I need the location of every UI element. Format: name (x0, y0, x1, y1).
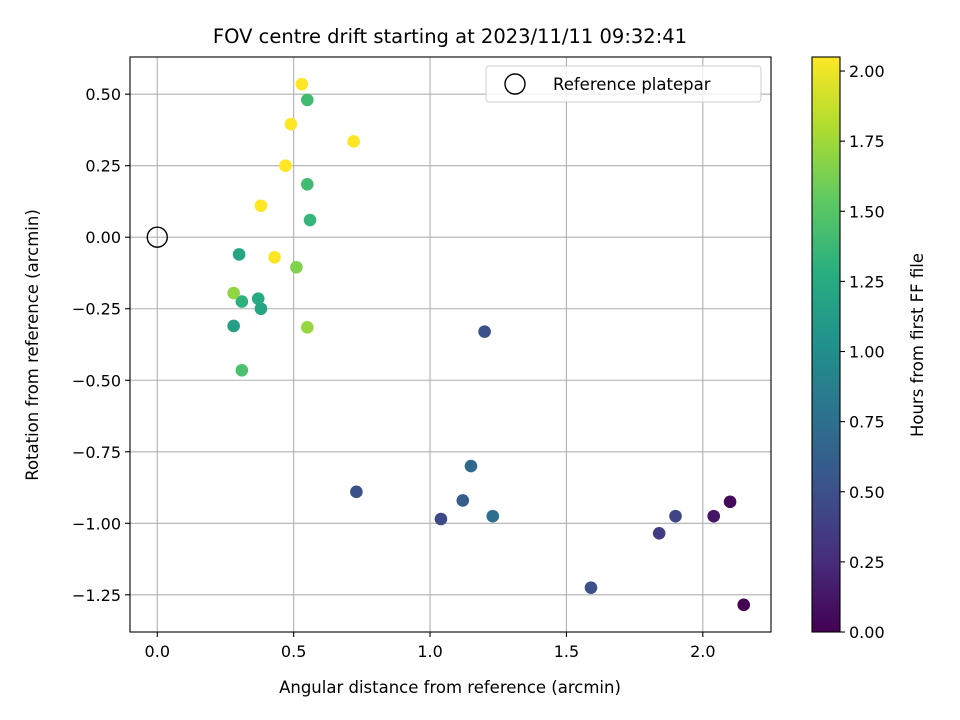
x-tick-label: 1.0 (417, 642, 442, 661)
data-point (300, 93, 314, 107)
data-point (251, 292, 265, 306)
data-point (464, 459, 478, 473)
colorbar-tick-label: 2.00 (849, 62, 885, 81)
legend-label-reference: Reference platepar (553, 75, 711, 94)
data-point (584, 581, 598, 594)
y-tick-label: −0.25 (72, 300, 121, 319)
y-tick-label: 0.25 (85, 157, 121, 176)
data-point (284, 117, 298, 131)
colorbar-tick-label: 1.50 (849, 202, 885, 221)
colorbar-label: Hours from first FF file (908, 253, 927, 437)
chart-title: FOV centre drift starting at 2023/11/11 … (213, 25, 687, 48)
data-point (254, 199, 268, 213)
colorbar-tick-label: 0.50 (849, 483, 885, 502)
data-point (295, 77, 309, 91)
data-point (268, 250, 281, 264)
data-point (290, 260, 303, 274)
y-tick-label: −0.75 (72, 443, 121, 462)
colorbar-tick-label: 1.25 (849, 272, 885, 291)
data-point (669, 509, 682, 523)
data-point (707, 509, 721, 523)
legend: Reference platepar (485, 65, 762, 103)
colorbar-tick-label: 1.75 (849, 132, 885, 151)
data-point (737, 598, 751, 612)
data-point (478, 325, 491, 338)
reference-platepar-marker (146, 226, 168, 248)
legend-box (485, 65, 762, 103)
y-tick-label: 0.00 (85, 228, 121, 247)
data-point (227, 286, 240, 300)
x-axis-label: Angular distance from reference (arcmin) (279, 678, 621, 697)
y-tick-label: −0.50 (72, 371, 121, 390)
data-point (300, 178, 314, 191)
data-point (456, 494, 470, 507)
colorbar-tick-label: 1.00 (849, 343, 885, 362)
colorbar-ticks: 0.00 0.25 0.50 0.75 1.00 1.25 1.50 1.75 2.00 (840, 62, 885, 642)
data-point (652, 527, 666, 540)
x-tick-label: 2.0 (690, 642, 715, 661)
reference-marker-group (146, 226, 168, 248)
x-tick-label: 0.5 (281, 642, 306, 661)
scatter-points (227, 77, 751, 612)
x-axis-ticks: 0.0 0.5 1.0 1.5 2.0 (145, 632, 716, 661)
colorbar: 0.00 0.25 0.50 0.75 1.00 1.25 1.50 1.75 2.00 Hou… (811, 56, 927, 642)
x-tick-label: 0.0 (145, 642, 170, 661)
data-point (235, 363, 249, 377)
plot-frame (129, 56, 772, 633)
y-tick-label: −1.25 (72, 586, 121, 605)
data-point (347, 135, 360, 148)
data-point (254, 302, 268, 316)
y-tick-label: −1.00 (72, 514, 121, 533)
data-point (235, 295, 249, 308)
data-point (227, 319, 240, 333)
y-tick-label: 0.50 (85, 85, 121, 104)
colorbar-gradient (812, 57, 840, 632)
grid (130, 57, 771, 632)
data-point (303, 213, 317, 227)
legend-reference-marker (504, 73, 526, 95)
data-point (279, 159, 292, 173)
data-point (350, 485, 363, 499)
colorbar-tick-label: 0.75 (849, 413, 885, 432)
x-tick-label: 1.5 (554, 642, 579, 661)
data-point (723, 495, 737, 509)
y-axis-ticks: 0.50 0.25 0.00 −0.25 −0.50 −0.75 −1.00 −1.25 (72, 85, 130, 605)
data-point (486, 509, 500, 523)
data-point (232, 248, 246, 261)
y-axis-label: Rotation from reference (arcmin) (23, 209, 42, 481)
data-point (434, 512, 448, 526)
colorbar-tick-label: 0.00 (849, 623, 885, 642)
data-point (300, 321, 314, 334)
colorbar-frame (811, 56, 841, 633)
colorbar-tick-label: 0.25 (849, 553, 885, 572)
